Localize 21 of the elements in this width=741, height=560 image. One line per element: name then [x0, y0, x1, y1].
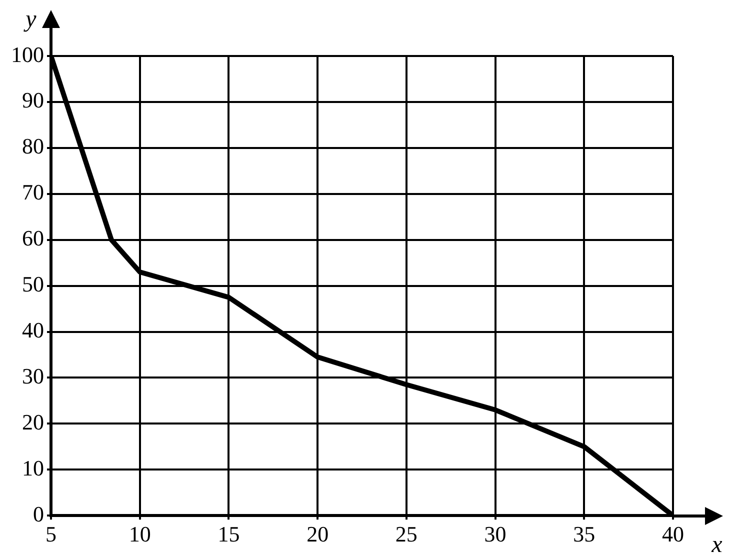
- x-tick-label: 40: [662, 522, 684, 547]
- x-tick-label: 30: [484, 522, 506, 547]
- y-tick-label: 10: [22, 455, 44, 480]
- y-axis-title: y: [24, 6, 37, 32]
- y-tick-label: 80: [22, 134, 44, 159]
- y-tick-label: 30: [22, 364, 44, 388]
- x-axis-title: x: [710, 532, 723, 558]
- x-tick-label: 20: [306, 522, 329, 547]
- y-tick-label: 100: [11, 42, 44, 67]
- y-tick-label: 90: [22, 88, 44, 113]
- x-tick-label: 35: [573, 522, 596, 547]
- y-tick-label: 40: [22, 318, 44, 343]
- y-tick-label: 60: [22, 226, 44, 251]
- y-tick-label: 20: [22, 409, 44, 434]
- x-tick-label: 25: [395, 522, 418, 547]
- y-tick-label: 50: [22, 272, 44, 297]
- y-tick-label: 70: [22, 180, 44, 205]
- x-tick-label: 10: [128, 522, 151, 547]
- x-tick-label: 5: [46, 522, 56, 547]
- x-tick-label: 15: [218, 522, 240, 547]
- y-tick-label: 0: [33, 501, 44, 526]
